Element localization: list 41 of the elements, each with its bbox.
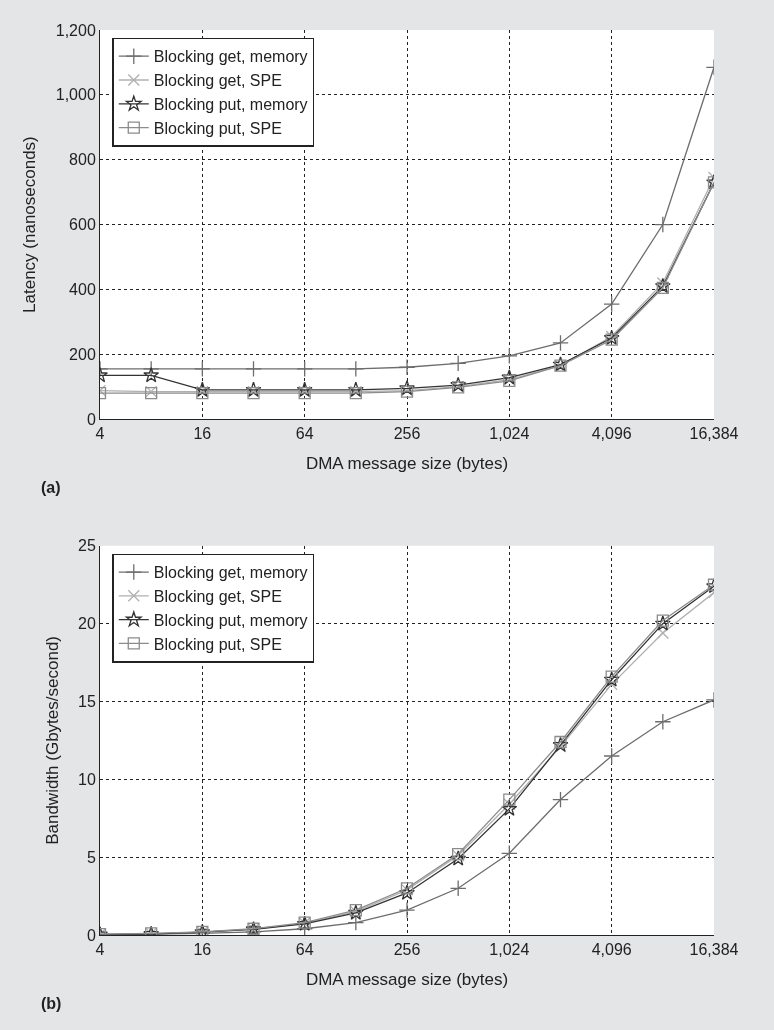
x-axis-title: DMA message size (bytes) [305,969,509,989]
legend-label: Blocking get, SPE [153,588,282,606]
x-tick-label: 4,096 [591,941,632,959]
y-tick-label: 1,000 [55,86,96,104]
y-tick-label: 20 [78,615,96,633]
x-tick-label: 16,384 [689,941,739,959]
text: (a) [41,479,61,496]
x-tick-label: 256 [393,425,421,443]
legend-label: Blocking get, SPE [153,72,282,90]
x-tick-label: 1,024 [489,941,530,959]
y-axis-title: Latency (nanoseconds) [20,136,40,313]
y-tick-label: 600 [69,216,96,234]
y-tick-label: 400 [69,281,96,299]
x-tick-label: 64 [295,425,314,443]
y-tick-label: 15 [78,693,96,711]
x-tick-label: 1,024 [489,425,530,443]
x-tick-label: 4,096 [591,425,632,443]
text: (b) [41,995,62,1012]
y-axis-title: Bandwidth (Gbytes/second) [42,636,62,845]
y-tick-label: 200 [69,345,96,363]
y-tick-label: 1,200 [55,21,96,39]
x-tick-label: 16,384 [689,425,739,443]
x-axis-title: DMA message size (bytes) [305,453,509,473]
y-tick-label: 5 [86,848,96,866]
legend-label: Blocking get, memory [153,564,308,582]
legend-label: Blocking put, SPE [153,635,282,653]
x-tick-label: 16 [193,941,212,959]
y-tick-label: 800 [69,151,96,169]
y-tick-label: 25 [78,537,96,555]
y-tick-label: 10 [78,770,96,788]
legend-label: Blocking put, memory [153,96,308,114]
x-tick-label: 4 [95,941,105,959]
y-tick-label: 0 [86,410,96,428]
legend-label: Blocking put, SPE [153,119,282,137]
x-tick-label: 4 [95,425,105,443]
x-tick-label: 16 [193,425,212,443]
y-tick-label: 0 [86,926,96,944]
x-tick-label: 256 [393,941,421,959]
legend-label: Blocking put, memory [153,611,308,629]
legend-label: Blocking get, memory [153,48,308,66]
x-tick-label: 64 [295,941,314,959]
